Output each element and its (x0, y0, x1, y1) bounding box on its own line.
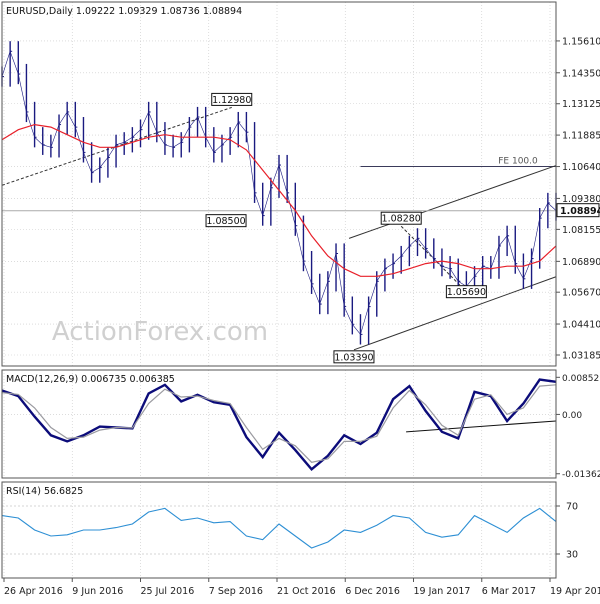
macd-trendline (406, 420, 557, 433)
x-tick-label: 9 Jun 2016 (72, 586, 123, 597)
pane-frame-1 (1, 1, 557, 367)
y-tick-label: 1.05670 (562, 288, 600, 299)
price-line (1, 50, 459, 336)
y-tick-label: 1.04410 (562, 320, 600, 331)
rsi-tick-label: 70 (566, 502, 578, 513)
pane-frame-3 (1, 481, 557, 579)
rsi-line (1, 507, 557, 549)
macd-tick-label: 0.00 (562, 411, 582, 421)
sma-line (1, 123, 557, 277)
x-tick-label: 25 Jul 2016 (141, 586, 195, 597)
annotation-box (205, 214, 247, 228)
watermark: ActionForex.com (52, 317, 268, 347)
x-tick-label: 6 Mar 2017 (482, 586, 536, 597)
current-price-label: 1.08894 (560, 206, 600, 217)
annotation-label: 1.08500 (206, 216, 245, 227)
y-tick-label: 1.13125 (562, 99, 600, 110)
current-price-box (556, 203, 600, 218)
y-tick-label: 1.11885 (562, 131, 600, 142)
chart-header: EURUSD,Daily 1.09222 1.09329 1.08736 1.0… (6, 6, 242, 17)
annotation-label: 1.08280 (382, 214, 421, 225)
price-line (458, 202, 557, 287)
annotation-box (445, 285, 487, 299)
x-tick-label: 19 Jan 2017 (414, 586, 471, 597)
annotation-label: 1.05690 (447, 287, 486, 298)
macd-line (1, 378, 557, 471)
x-tick-label: 6 Dec 2016 (345, 586, 400, 597)
macd-tick-label: 0.008521 (562, 374, 600, 384)
annotation-box (333, 350, 375, 364)
y-tick-label: 1.14350 (562, 68, 600, 79)
y-tick-label: 1.08155 (562, 225, 600, 236)
x-tick-label: 26 Apr 2016 (4, 586, 63, 597)
dashed-1 (1, 106, 232, 186)
y-tick-label: 1.03185 (562, 351, 600, 362)
annotation-box (211, 92, 253, 106)
y-tick-label: 1.15610 (562, 36, 600, 47)
x-tick-label: 21 Oct 2016 (277, 586, 336, 597)
x-tick-label: 19 Apr 2017 (550, 586, 600, 597)
y-tick-label: 1.10640 (562, 162, 600, 173)
macd-tick-label: -0.013624 (562, 470, 600, 480)
trend-lower (353, 276, 557, 351)
annotation-box (380, 211, 422, 225)
y-tick-label: 1.09380 (562, 194, 600, 205)
trend-upper (348, 165, 557, 239)
macd-label: MACD(12,26,9) 0.006735 0.006385 (6, 374, 175, 385)
y-tick-label: 1.06890 (562, 257, 600, 268)
fe-label: FE 100.0 (498, 157, 538, 167)
signal-line (1, 384, 557, 463)
rsi-label: RSI(14) 56.6825 (6, 486, 83, 497)
x-tick-label: 7 Sep 2016 (209, 586, 263, 597)
annotation-label: 1.12980 (212, 95, 251, 106)
annotation-label: 1.03390 (334, 352, 373, 363)
rsi-tick-label: 30 (566, 550, 578, 561)
pane-frame-2 (1, 369, 557, 479)
